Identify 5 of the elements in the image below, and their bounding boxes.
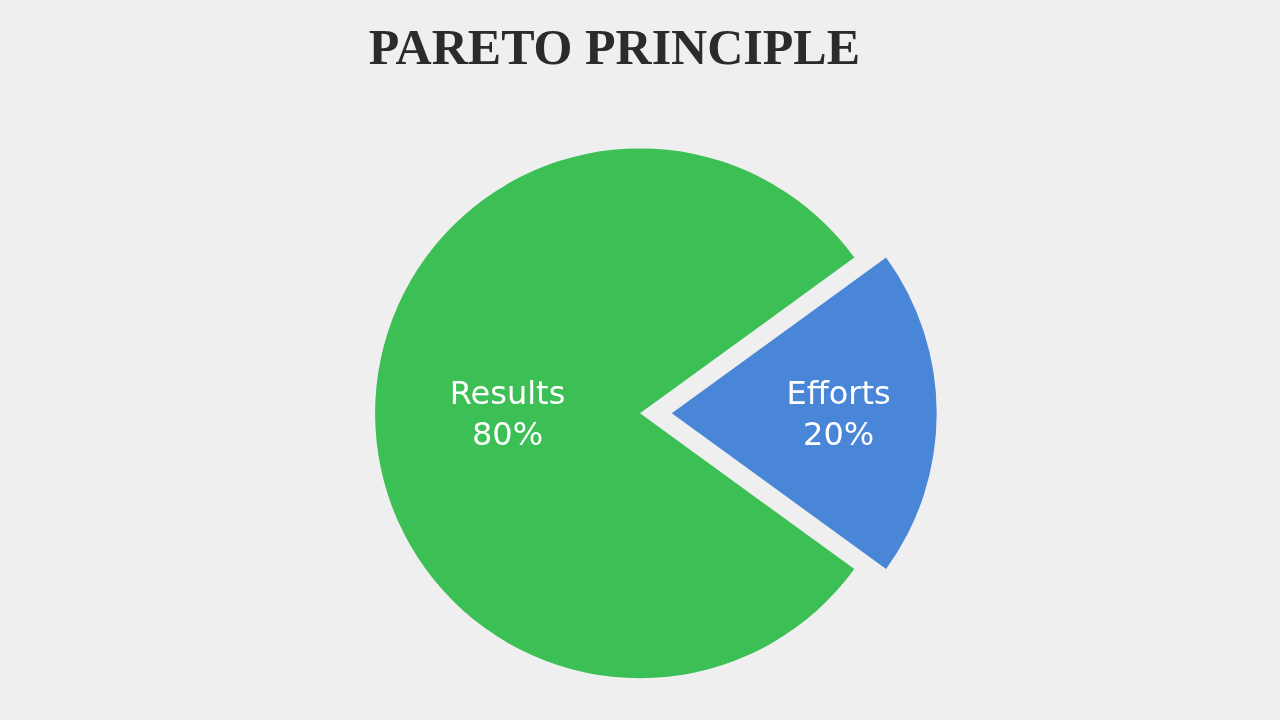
slice-label: Efforts xyxy=(786,373,891,412)
slice-label: Results xyxy=(449,373,566,412)
chart-title: PARETO PRINCIPLE xyxy=(368,18,861,75)
data-label: 80% xyxy=(471,415,544,454)
data-label: 20% xyxy=(803,415,875,454)
